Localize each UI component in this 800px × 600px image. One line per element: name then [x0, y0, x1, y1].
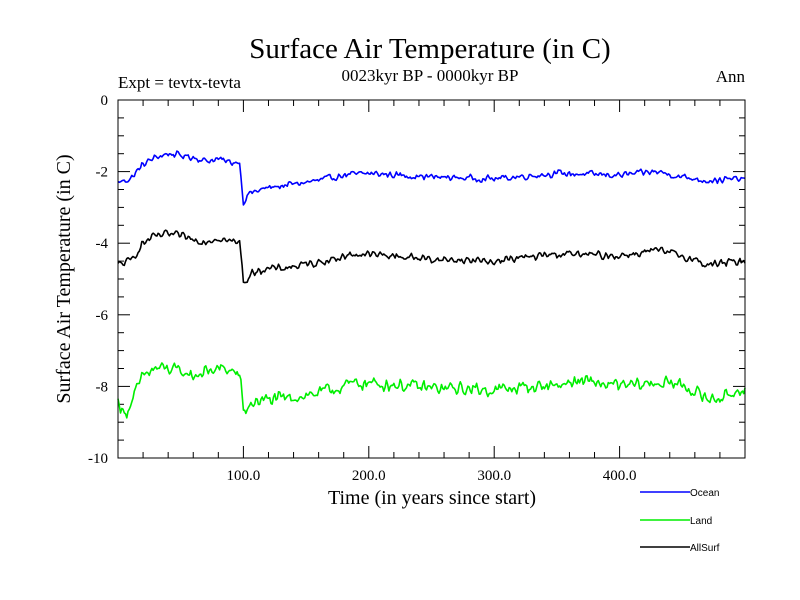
series-layer	[117, 150, 746, 419]
y-tick-label: -2	[96, 165, 109, 181]
legend-label-allsurf: AllSurf	[690, 543, 720, 554]
y-tick-label: -6	[96, 308, 109, 324]
chart-title: Surface Air Temperature (in C)	[249, 33, 610, 65]
series-line-allsurf	[117, 229, 746, 284]
chart-subtitle: 0023kyr BP - 0000kyr BP	[342, 66, 519, 85]
x-tick-label: 300.0	[477, 468, 511, 484]
x-tick-label: 100.0	[227, 468, 261, 484]
tick-layer: -10 -8 -6 -4 -2 0 100.0 200.0 300.0 400.0	[88, 93, 745, 484]
series-line-ocean	[117, 150, 746, 206]
legend: Ocean Land AllSurf	[640, 488, 720, 554]
x-tick-label: 400.0	[603, 468, 637, 484]
y-tick-label: -8	[96, 379, 109, 395]
y-axis-label: Surface Air Temperature (in C)	[53, 154, 75, 403]
legend-label-land: Land	[690, 516, 712, 527]
experiment-label: Expt = tevtx-tevta	[118, 73, 241, 92]
y-tick-label: -10	[88, 451, 108, 467]
plot-frame	[117, 99, 746, 459]
x-axis-label: Time (in years since start)	[328, 487, 536, 509]
season-label: Ann	[716, 67, 746, 86]
series-line-land	[117, 362, 746, 419]
y-tick-label: -4	[96, 236, 109, 252]
x-tick-label: 200.0	[352, 468, 386, 484]
y-tick-label: 0	[101, 93, 109, 109]
legend-label-ocean: Ocean	[690, 488, 719, 499]
